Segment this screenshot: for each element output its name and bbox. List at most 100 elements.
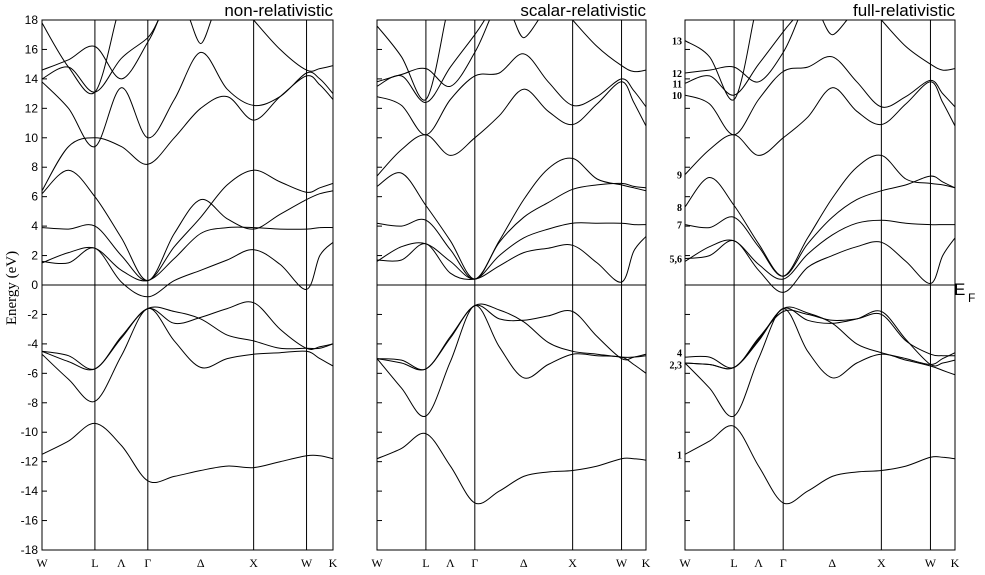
band-line (42, 169, 333, 282)
band-line (685, 306, 955, 370)
band-line (42, 75, 333, 192)
panel-title: full-relativistic (853, 1, 956, 20)
band-line (822, 20, 848, 36)
band-line (685, 308, 955, 418)
k-point-label: Δ (197, 556, 205, 570)
band-line (685, 20, 794, 96)
k-point-label: Λ (754, 556, 763, 570)
band-index-label: 4 (677, 349, 682, 360)
panel-1: non-relativistic -18 -16 -14 -12 -10 -8 -6 -4 -2 0… (21, 1, 338, 570)
y-tick-label: -18 (21, 543, 39, 557)
band-line (881, 20, 955, 71)
y-tick-label: -14 (21, 484, 39, 498)
band-line (42, 51, 333, 148)
band-line (377, 20, 490, 87)
k-point-label: K (642, 556, 651, 570)
k-point-label: Γ (471, 556, 478, 570)
k-point-label: Γ (780, 556, 787, 570)
bands-group (685, 20, 955, 505)
k-point-label: L (91, 556, 98, 570)
y-tick-label: 14 (25, 72, 39, 86)
band-line (42, 20, 159, 80)
band-line (685, 309, 955, 369)
band-index-label: 10 (672, 91, 682, 102)
y-tick-label: -16 (21, 514, 39, 528)
k-point-label: Δ (520, 556, 528, 570)
band-line (42, 226, 333, 282)
k-point-label: X (249, 556, 258, 570)
band-line (685, 237, 955, 293)
band-index-label: 1 (677, 450, 682, 461)
y-tick-label: -4 (27, 337, 38, 351)
band-line (42, 301, 333, 371)
panel-title: non-relativistic (224, 1, 333, 20)
band-line (377, 20, 486, 103)
k-point-label: L (422, 556, 429, 570)
y-tick-label: 10 (25, 131, 39, 145)
k-point-label: W (925, 556, 937, 570)
y-tick-label: -10 (21, 425, 39, 439)
band-index-label: 8 (677, 203, 682, 214)
bands-group (377, 20, 646, 505)
band-line (377, 20, 446, 101)
y-axis-label: Energy (eV) (4, 251, 20, 325)
y-tick-label: 16 (25, 42, 39, 56)
band-line (685, 425, 955, 505)
fermi-level-label: E F (954, 280, 975, 305)
y-tick-label: 6 (31, 190, 38, 204)
band-index-label: 2,3 (670, 361, 683, 372)
fermi-label-e: E (954, 280, 965, 299)
band-line (685, 20, 799, 83)
k-point-label: W (371, 556, 383, 570)
panels-group: non-relativistic -18 -16 -14 -12 -10 -8 -6 -4 -2 0… (21, 1, 960, 570)
y-tick-label: 12 (25, 101, 39, 115)
band-line (377, 172, 646, 280)
k-point-label: W (36, 556, 48, 570)
band-index-label: 7 (677, 221, 682, 232)
band-line (42, 20, 159, 93)
band-index-label: 5,6 (670, 255, 683, 266)
k-point-label: W (616, 556, 628, 570)
band-index-label: 13 (672, 37, 682, 48)
y-tick-label: -6 (27, 366, 38, 380)
band-line (377, 53, 646, 136)
k-point-label: X (568, 556, 577, 570)
k-point-label: Δ (828, 556, 836, 570)
y-tick-label: 2 (31, 249, 38, 263)
y-tick-label: 0 (31, 278, 38, 292)
band-index-label: 9 (677, 171, 682, 182)
band-line (42, 20, 117, 95)
band-line (685, 55, 955, 136)
k-point-label: Λ (446, 556, 455, 570)
y-tick-label: -2 (27, 307, 38, 321)
band-line (377, 303, 646, 371)
band-line (42, 422, 333, 484)
band-line (513, 20, 539, 39)
k-point-label: K (951, 556, 960, 570)
y-tick-label: 18 (25, 13, 39, 27)
band-index-label: 11 (673, 79, 682, 90)
k-point-label: Γ (144, 556, 151, 570)
y-tick-label: 4 (31, 219, 38, 233)
band-line (685, 219, 955, 280)
band-line (377, 157, 646, 280)
band-line (377, 222, 646, 280)
panel-title: scalar-relativistic (520, 1, 646, 20)
band-line (189, 20, 212, 45)
band-line (377, 305, 646, 417)
band-line (685, 175, 955, 277)
k-point-label: Λ (117, 556, 126, 570)
k-point-label: K (329, 556, 338, 570)
y-tick-label: -8 (27, 396, 38, 410)
band-line (685, 20, 755, 101)
band-line (42, 241, 333, 298)
band-line (42, 169, 333, 282)
band-line (685, 154, 955, 277)
y-tick-label: 8 (31, 160, 38, 174)
k-point-label: L (730, 556, 737, 570)
fermi-label-subscript: F (968, 291, 975, 305)
band-line (377, 432, 646, 505)
